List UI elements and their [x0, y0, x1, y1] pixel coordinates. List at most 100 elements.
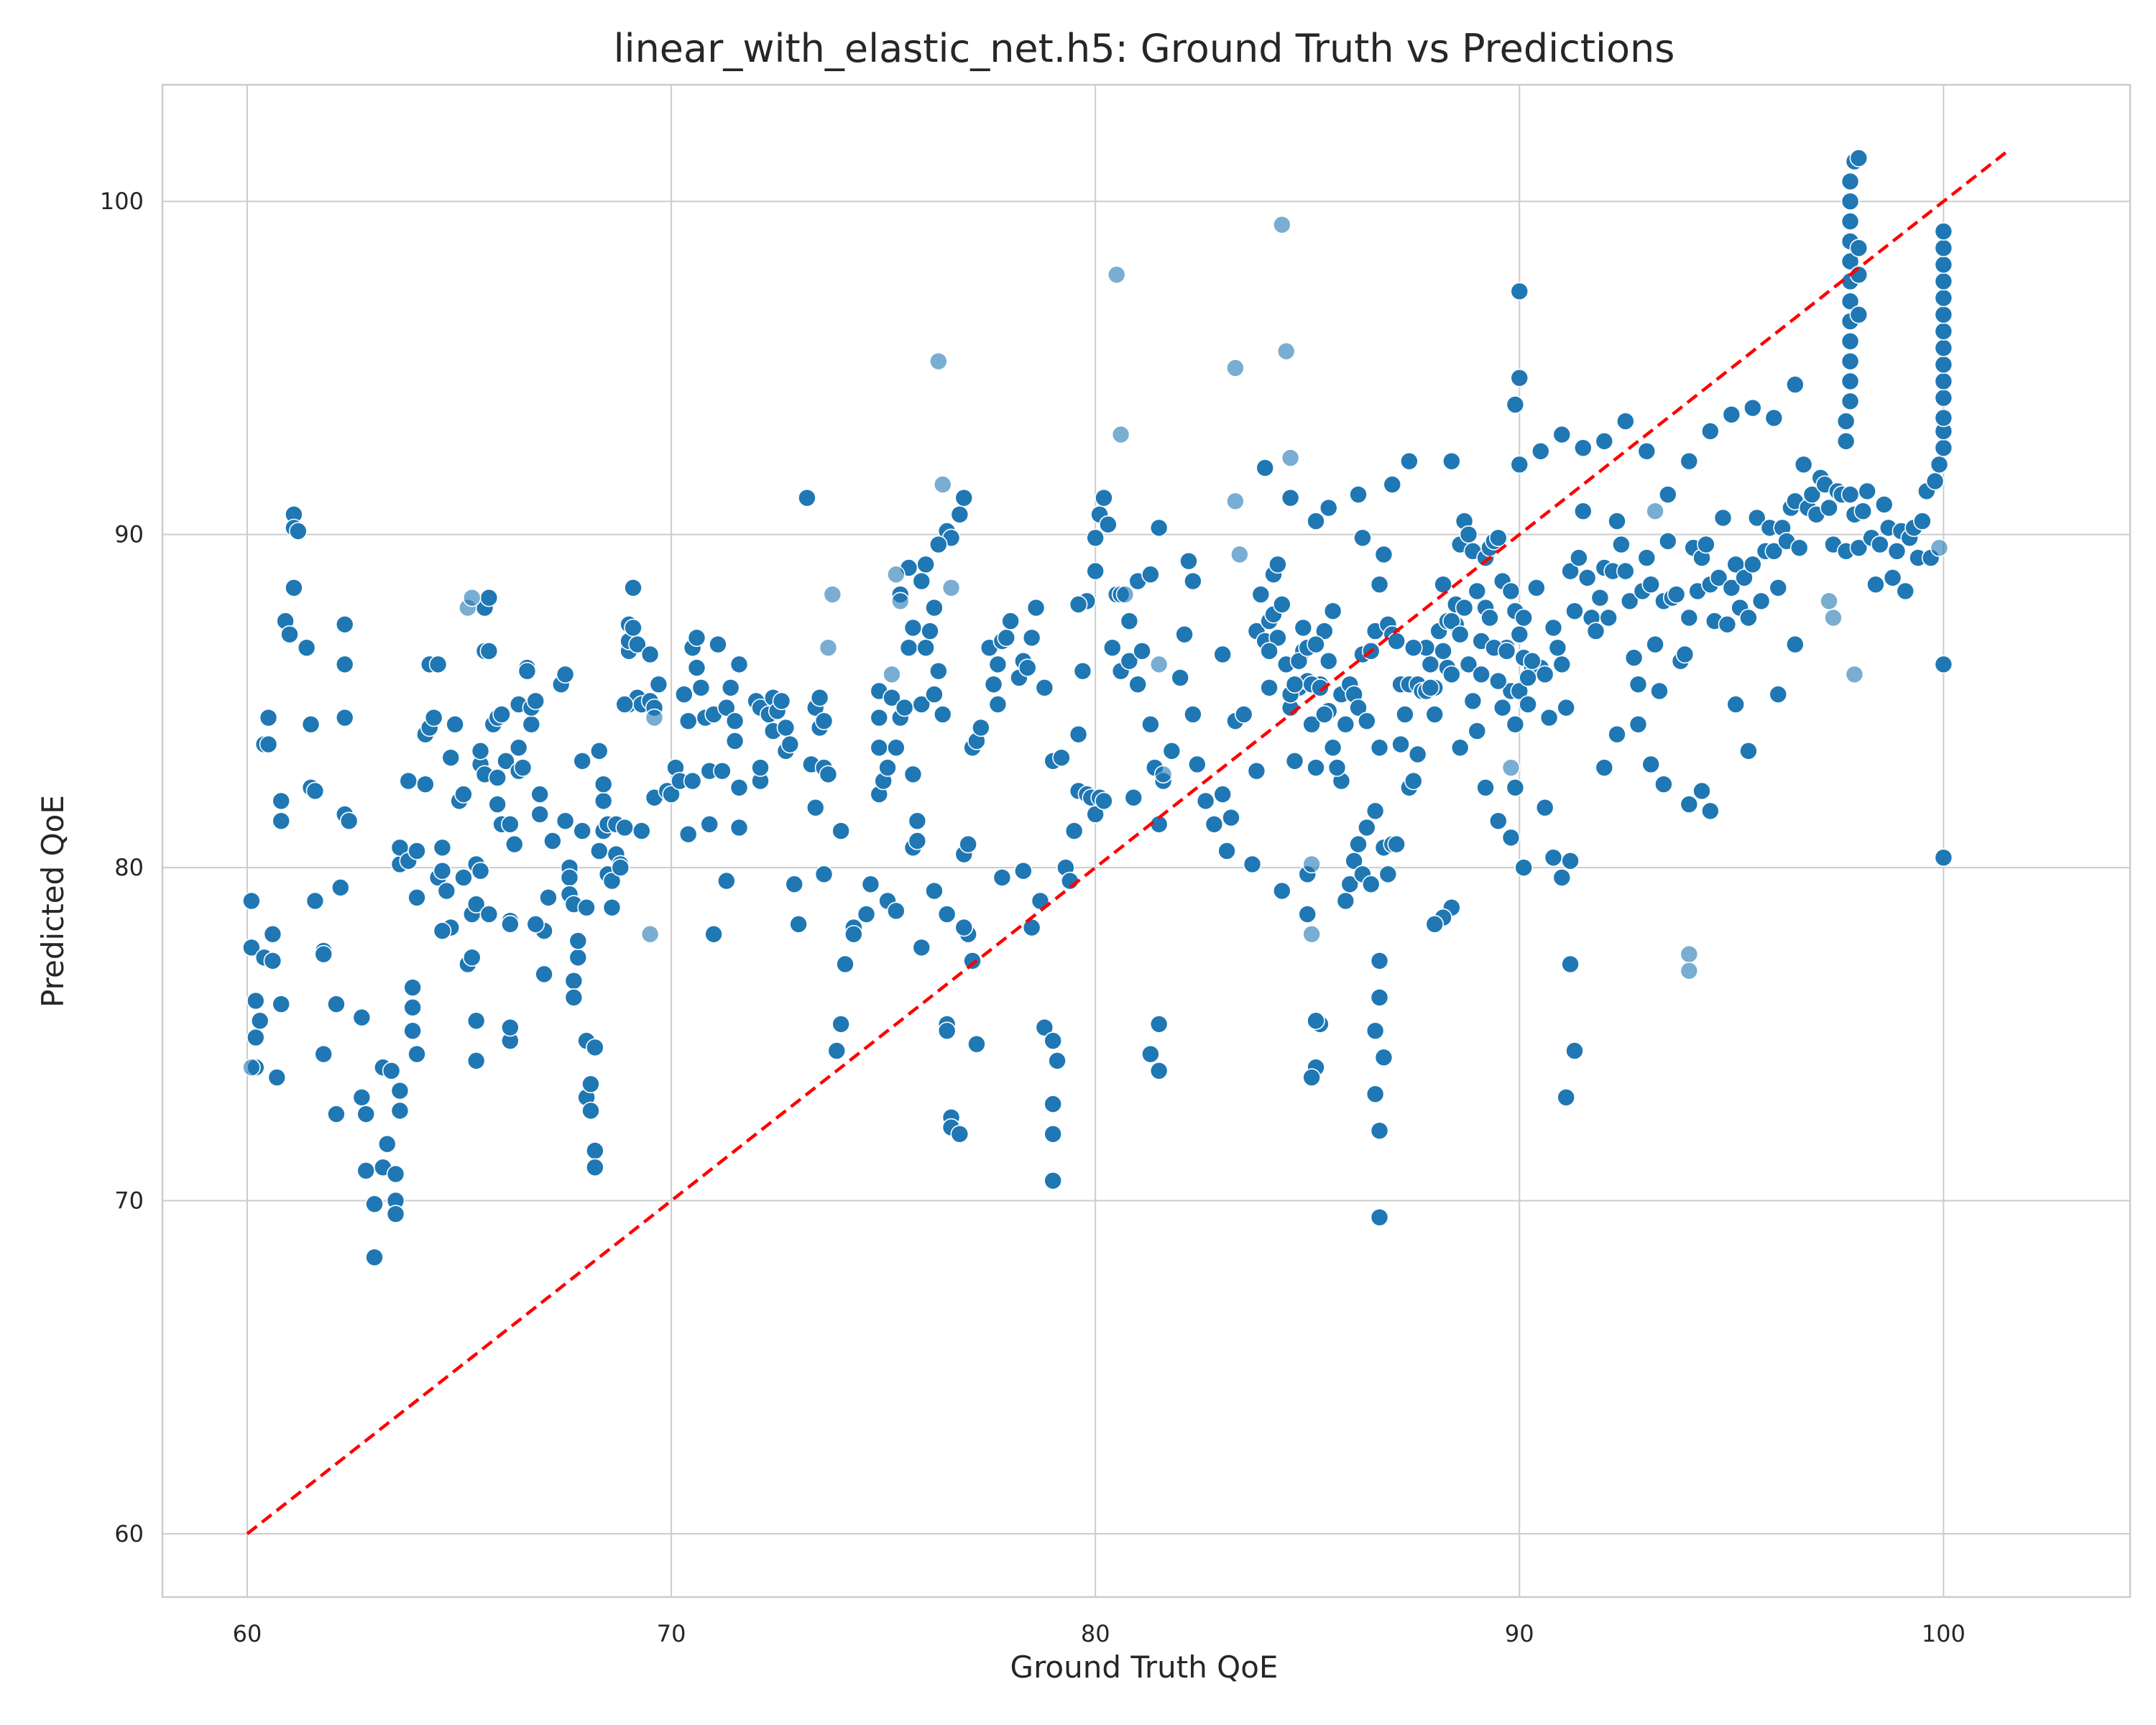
data-point: [1175, 625, 1194, 644]
data-point: [1022, 628, 1041, 648]
data-point: [488, 768, 507, 787]
data-point: [729, 778, 749, 797]
data-point: [479, 588, 499, 607]
data-point: [725, 732, 745, 750]
data-point: [335, 615, 354, 634]
data-point: [581, 1101, 600, 1121]
data-point: [1887, 542, 1907, 561]
data-point: [870, 708, 889, 727]
data-point: [1488, 811, 1508, 830]
data-point: [466, 1011, 486, 1031]
data-point-faded: [242, 1058, 261, 1077]
data-point: [1268, 555, 1287, 574]
data-point: [403, 998, 422, 1017]
data-point: [247, 1028, 265, 1047]
data-point: [564, 988, 584, 1007]
data-point: [1383, 475, 1402, 494]
data-point: [780, 735, 800, 754]
data-point: [462, 948, 482, 967]
data-point: [1434, 575, 1452, 594]
data-point: [377, 1134, 397, 1154]
data-point: [441, 748, 461, 767]
data-point: [1514, 858, 1533, 877]
data-point: [242, 938, 261, 957]
data-point: [954, 918, 974, 937]
data-point: [1739, 742, 1758, 760]
data-point: [1641, 575, 1661, 594]
x-tick-label: 60: [233, 1620, 262, 1647]
data-point: [1497, 642, 1516, 661]
data-point: [543, 832, 562, 850]
data-point: [1442, 665, 1461, 684]
data-point: [814, 865, 834, 884]
data-point: [242, 891, 261, 911]
data-point: [1184, 571, 1202, 591]
data-point: [1616, 561, 1635, 581]
data-point-faded: [1107, 265, 1126, 284]
data-point: [959, 834, 977, 854]
data-point: [1260, 678, 1279, 697]
data-point: [624, 618, 642, 638]
data-point: [1213, 785, 1233, 804]
data-point: [479, 905, 499, 924]
data-point: [1675, 645, 1695, 664]
data-point: [1743, 555, 1762, 574]
data-point: [1285, 751, 1304, 770]
data-point: [827, 1041, 847, 1060]
data-point: [819, 765, 838, 784]
data-point: [700, 815, 719, 834]
data-point: [403, 1021, 422, 1040]
data-point: [1307, 758, 1325, 777]
data-point: [1789, 538, 1809, 557]
data-point: [568, 948, 588, 967]
data-point: [297, 638, 316, 658]
data-point: [1273, 595, 1291, 614]
data-point: [899, 638, 918, 658]
data-point: [1608, 512, 1626, 530]
data-point: [632, 822, 651, 840]
data-point: [1544, 848, 1563, 867]
data-point: [1510, 455, 1529, 474]
data-point: [259, 735, 278, 754]
data-point: [1468, 581, 1487, 601]
data-point: [1934, 655, 1953, 674]
data-point-faded: [933, 475, 952, 494]
data-point: [428, 655, 448, 674]
data-point: [1044, 1095, 1062, 1113]
data-point-faded: [887, 565, 906, 584]
data-point: [250, 1011, 270, 1031]
data-point: [836, 954, 854, 974]
data-point: [1934, 408, 1953, 428]
data-point: [929, 535, 948, 554]
data-point: [1298, 905, 1317, 924]
data-point: [1692, 781, 1711, 801]
data-point: [1836, 432, 1856, 451]
data-point: [259, 708, 278, 727]
data-point: [1930, 455, 1949, 474]
data-point: [1667, 585, 1686, 604]
data-point: [1501, 581, 1521, 601]
grid: [162, 85, 2130, 1597]
data-point: [1294, 618, 1313, 638]
data-point: [1442, 451, 1461, 471]
data-point: [1408, 745, 1427, 764]
data-point: [1149, 518, 1169, 538]
data-point: [1396, 705, 1414, 724]
data-point: [1510, 369, 1529, 387]
data-point: [1450, 738, 1470, 758]
data-point: [535, 965, 553, 984]
data-point: [352, 1088, 372, 1107]
x-tick-label: 70: [657, 1620, 686, 1647]
data-point: [1519, 668, 1537, 687]
data-point: [573, 751, 591, 770]
data-point: [1095, 488, 1113, 507]
data-point: [937, 905, 957, 924]
data-point: [1251, 585, 1271, 604]
data-point-faded: [1820, 592, 1838, 611]
data-point: [1743, 398, 1762, 418]
data-point: [912, 695, 931, 714]
data-point: [454, 868, 473, 887]
data-point: [721, 678, 740, 697]
data-point-faded: [1273, 215, 1291, 234]
data-point: [912, 571, 931, 591]
